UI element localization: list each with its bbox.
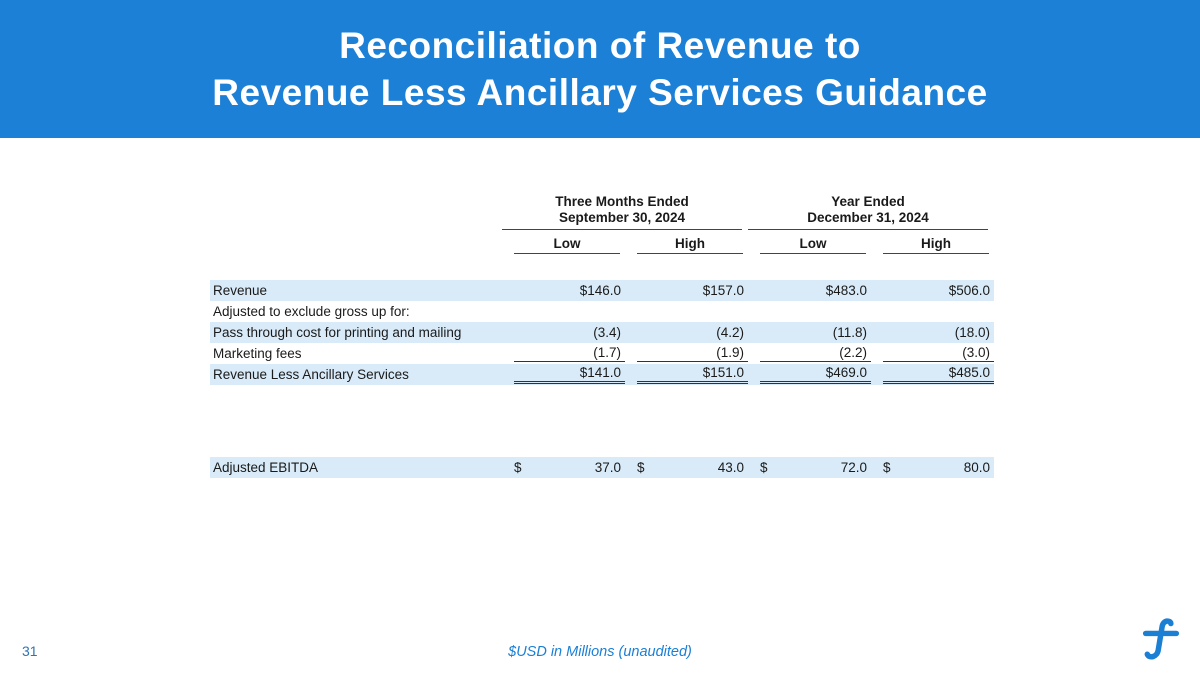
cell-value: (2.2) [760,345,871,362]
cell-value: 37.0 [594,459,621,475]
row-label: Adjusted to exclude gross up for: [213,304,410,319]
cell-value: $485.0 [883,365,994,384]
sub-header-row: Low High Low High [210,230,994,254]
table-row-revenue-less-ancillary: Revenue Less Ancillary Services $141.0 $… [210,364,994,385]
company-f-logo-icon [1140,617,1182,663]
cell-value: (4.2) [716,324,744,340]
cell-value: $483.0 [825,282,867,298]
cell-value: 72.0 [840,459,867,475]
footnote-usd-millions: $USD in Millions (unaudited) [508,644,692,660]
cell-value: $141.0 [514,365,625,384]
cell-value: (11.8) [832,324,867,340]
currency-symbol: $ [883,459,891,475]
cell-value: (1.9) [637,345,748,362]
cell-value: $506.0 [948,282,990,298]
cell-value [760,311,871,312]
currency-symbol: $ [637,459,645,475]
cell-value: (3.4) [593,324,621,340]
group2-line1: Year Ended [831,194,905,209]
cell-value [883,311,994,312]
col-header-high-1: High [625,236,748,254]
column-group-year-ended: Year Ended December 31, 2024 [748,194,988,230]
page-number: 31 [22,643,38,659]
cell-value [637,311,748,312]
col-header-low-1: Low [502,236,625,254]
row-label: Adjusted EBITDA [213,460,319,475]
slide-title-line1: Reconciliation of Revenue to [339,24,861,66]
column-group-header-row: Three Months Ended September 30, 2024 Ye… [210,194,994,230]
cell-value: $469.0 [760,365,871,384]
table-row-adjusted-ebitda: Adjusted EBITDA $ 37.0 $ 43.0 $ 72.0 $ 8… [210,457,994,478]
row-label: Marketing fees [213,346,302,361]
group2-line2: December 31, 2024 [807,210,929,225]
table-row-pass-through-cost: Pass through cost for printing and maili… [210,322,994,343]
cell-value: (3.0) [883,345,994,362]
cell-value: 43.0 [717,459,744,475]
cell-value [514,311,625,312]
slide-title-line2: Revenue Less Ancillary Services Guidance [212,72,988,113]
table-row-revenue: Revenue $146.0 $157.0 $483.0 $506.0 [210,280,994,301]
col-header-high-2: High [871,236,994,254]
cell-value: $146.0 [579,282,621,298]
col-header-low-2: Low [748,236,871,254]
table-row-marketing-fees: Marketing fees (1.7) (1.9) (2.2) (3.0) [210,343,994,364]
column-group-three-months: Three Months Ended September 30, 2024 [502,194,742,230]
reconciliation-table: Three Months Ended September 30, 2024 Ye… [210,194,994,478]
section-spacer [210,385,994,457]
cell-value: (18.0) [954,324,990,340]
cell-value: 80.0 [963,459,990,475]
title-banner: Reconciliation of Revenue to Revenue Les… [0,0,1200,138]
group1-line1: Three Months Ended [555,194,689,209]
row-label: Pass through cost for printing and maili… [213,325,462,340]
header-body-spacer [210,254,994,280]
table-row-adjusted-to-exclude: Adjusted to exclude gross up for: [210,301,994,322]
row-label: Revenue Less Ancillary Services [213,367,409,382]
cell-value: $157.0 [702,282,744,298]
currency-symbol: $ [514,459,522,475]
cell-value: (1.7) [514,345,625,362]
currency-symbol: $ [760,459,768,475]
cell-value: $151.0 [637,365,748,384]
group1-line2: September 30, 2024 [558,210,686,225]
row-label: Revenue [213,283,268,298]
